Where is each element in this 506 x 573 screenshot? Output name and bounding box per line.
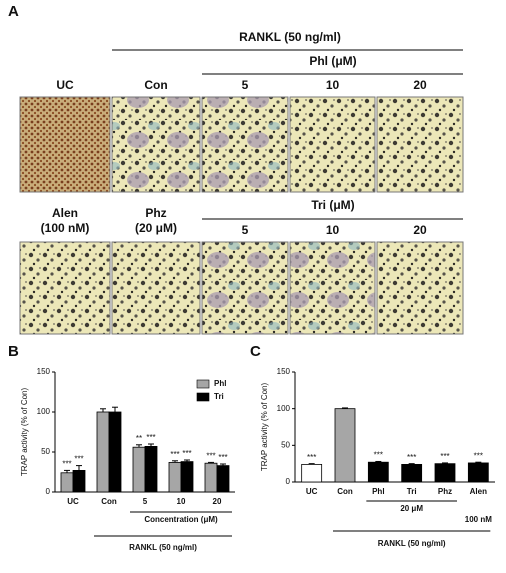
y-tick-label: 150 — [37, 367, 51, 376]
y-tick-label: 150 — [277, 367, 291, 376]
x-tick-label: UC — [67, 497, 79, 506]
micrograph — [19, 96, 111, 193]
x-tick-label: UC — [306, 487, 318, 496]
legend-swatch — [196, 392, 210, 402]
micrograph — [201, 96, 289, 193]
image-label: UC — [56, 78, 74, 92]
y-axis-label: TRAP activity (% of Con) — [20, 388, 29, 477]
image-label: 20 — [413, 78, 427, 92]
group-label: RANKL (50 ng/ml) — [378, 539, 446, 548]
y-axis-label: TRAP activity (% of Con) — [260, 383, 269, 472]
legend-swatch — [196, 379, 210, 389]
bar — [168, 461, 182, 493]
x-tick-label: Tri — [407, 487, 417, 496]
y-tick-label: 100 — [37, 407, 51, 416]
image-label: 5 — [242, 223, 249, 237]
x-tick-label: Phz — [438, 487, 452, 496]
micrograph — [111, 96, 201, 193]
significance: *** — [206, 452, 215, 461]
micrograph — [201, 241, 289, 335]
y-tick-label: 0 — [46, 487, 51, 496]
treatment-label: RANKL (50 ng/ml) — [239, 30, 341, 44]
micrograph — [376, 241, 464, 335]
bar — [367, 461, 389, 483]
bar — [301, 463, 323, 483]
dose-label: 20 μM — [400, 504, 423, 513]
significance: *** — [307, 453, 316, 462]
bar — [180, 461, 194, 493]
panel-label: B — [8, 343, 19, 360]
bar — [144, 445, 158, 493]
bar — [401, 463, 423, 483]
group-label: RANKL (50 ng/ml) — [129, 543, 197, 552]
significance: *** — [474, 451, 483, 460]
bar — [108, 411, 122, 493]
bar — [132, 446, 146, 493]
x-tick-label: 5 — [143, 497, 148, 506]
x-tick-label: Alen — [470, 487, 487, 496]
micrograph — [289, 241, 376, 335]
image-label: Con — [144, 78, 167, 92]
significance: *** — [218, 453, 227, 462]
legend-label: Tri — [214, 392, 224, 401]
image-label: 10 — [326, 78, 340, 92]
significance: *** — [182, 449, 191, 458]
panel-label: A — [8, 3, 19, 20]
x-axis-label: Concentration (μM) — [144, 515, 218, 524]
image-label: Alen — [52, 206, 78, 220]
y-tick-label: 0 — [286, 477, 291, 486]
bar — [334, 408, 356, 483]
significance: *** — [146, 433, 155, 442]
group-label: Tri (μM) — [311, 198, 354, 212]
significance: *** — [374, 451, 383, 460]
legend-label: Phl — [214, 379, 226, 388]
x-tick-label: 10 — [177, 497, 186, 506]
bar — [204, 462, 218, 493]
bar — [467, 462, 489, 483]
image-label: (100 nM) — [41, 221, 90, 235]
x-tick-label: Con — [337, 487, 353, 496]
significance: *** — [407, 453, 416, 462]
micrograph — [289, 96, 376, 193]
image-label: (20 μM) — [135, 221, 177, 235]
bar — [96, 411, 110, 493]
image-label: Phz — [145, 206, 166, 220]
significance: *** — [170, 450, 179, 459]
bar — [434, 463, 456, 483]
bar — [60, 472, 74, 493]
x-tick-label: Con — [101, 497, 117, 506]
image-label: 5 — [242, 78, 249, 92]
y-tick-label: 50 — [281, 440, 290, 449]
significance: *** — [74, 455, 83, 464]
bar — [216, 465, 230, 493]
dose-label: 100 nM — [465, 515, 492, 524]
y-tick-label: 50 — [41, 447, 50, 456]
bar — [72, 469, 86, 493]
y-tick-label: 100 — [277, 404, 291, 413]
micrograph — [19, 241, 111, 335]
micrograph — [376, 96, 464, 193]
x-tick-label: 20 — [213, 497, 222, 506]
significance: ** — [136, 434, 142, 443]
group-label: Phl (μM) — [309, 54, 356, 68]
panel-label: C — [250, 343, 261, 360]
x-tick-label: Phl — [372, 487, 384, 496]
significance: *** — [440, 452, 449, 461]
micrograph — [111, 241, 201, 335]
image-label: 10 — [326, 223, 340, 237]
significance: *** — [62, 460, 71, 469]
image-label: 20 — [413, 223, 427, 237]
